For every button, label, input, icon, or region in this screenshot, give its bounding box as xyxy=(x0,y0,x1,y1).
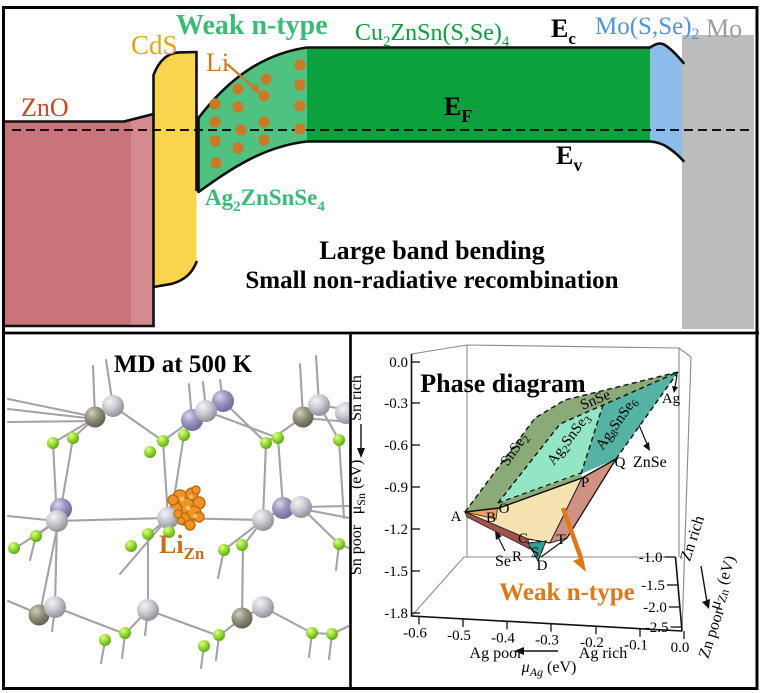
svg-text:Li: Li xyxy=(206,48,229,77)
svg-text:O: O xyxy=(499,501,510,517)
svg-text:C: C xyxy=(518,531,528,547)
svg-text:Mo: Mo xyxy=(706,14,742,43)
svg-text:D: D xyxy=(537,558,548,574)
svg-text:-0.9: -0.9 xyxy=(384,480,408,496)
svg-text:B: B xyxy=(486,510,496,526)
svg-text:0.0: 0.0 xyxy=(671,640,690,656)
svg-text:-1.0: -1.0 xyxy=(639,550,663,566)
svg-text:Ag rich: Ag rich xyxy=(579,645,627,662)
svg-text:P: P xyxy=(581,475,589,491)
svg-text:CdS: CdS xyxy=(131,30,178,60)
svg-text:-0.4: -0.4 xyxy=(491,630,515,646)
svg-text:R: R xyxy=(512,549,522,565)
svg-text:Weak n-type: Weak n-type xyxy=(499,579,634,606)
svg-text:Weak n-type: Weak n-type xyxy=(176,10,328,41)
svg-text:Small non-radiative recombinat: Small non-radiative recombination xyxy=(245,267,618,294)
svg-text:Cu2ZnSn(S,Se)4: Cu2ZnSn(S,Se)4 xyxy=(355,20,510,50)
svg-text:-0.2: -0.2 xyxy=(580,635,604,651)
svg-text:0.0: 0.0 xyxy=(389,355,408,371)
svg-text:Q: Q xyxy=(615,455,626,471)
svg-text:ZnSe: ZnSe xyxy=(633,454,667,471)
svg-text:Sn rich: Sn rich xyxy=(348,375,365,421)
svg-text:Phase diagram: Phase diagram xyxy=(420,369,586,398)
svg-text:-2.0: -2.0 xyxy=(643,600,667,616)
svg-text:Se: Se xyxy=(495,553,511,570)
svg-text:T: T xyxy=(556,532,565,548)
svg-text:μAg (eV): μAg (eV) xyxy=(521,659,577,679)
svg-text:Ag poor: Ag poor xyxy=(470,645,524,662)
svg-text:-1.8: -1.8 xyxy=(384,606,408,622)
svg-text:ZnO: ZnO xyxy=(21,93,69,122)
svg-text:-0.1: -0.1 xyxy=(624,638,648,654)
svg-text:-0.6: -0.6 xyxy=(403,625,427,641)
svg-text:-1.5: -1.5 xyxy=(641,578,665,594)
svg-text:-0.6: -0.6 xyxy=(384,438,408,454)
svg-text:-0.3: -0.3 xyxy=(384,396,408,412)
svg-text:S: S xyxy=(531,545,539,561)
svg-text:Sn poor: Sn poor xyxy=(348,524,365,575)
svg-text:-1.5: -1.5 xyxy=(384,564,408,580)
svg-text:Mo(S,Se)2: Mo(S,Se)2 xyxy=(595,13,700,43)
svg-text:Ag: Ag xyxy=(662,391,681,407)
svg-text:-2.5: -2.5 xyxy=(645,620,669,636)
svg-text:-1.2: -1.2 xyxy=(384,522,408,538)
svg-text:-0.3: -0.3 xyxy=(535,633,559,649)
svg-text:A: A xyxy=(451,509,462,525)
svg-text:MD at 500 K: MD at 500 K xyxy=(114,351,253,378)
svg-text:Large band bending: Large band bending xyxy=(319,236,544,265)
svg-text:LiZn: LiZn xyxy=(159,530,205,563)
svg-text:-0.5: -0.5 xyxy=(447,628,471,644)
